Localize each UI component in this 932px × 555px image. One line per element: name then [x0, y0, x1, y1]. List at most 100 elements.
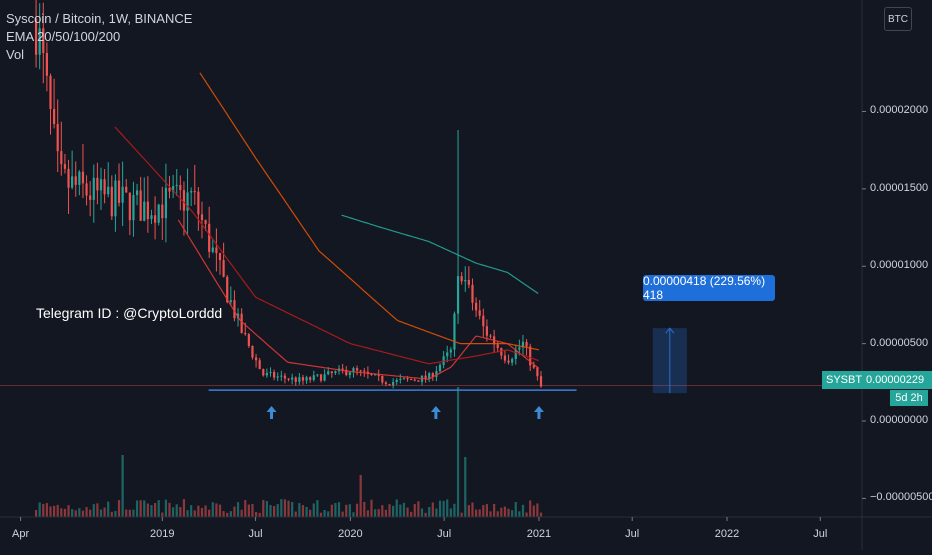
candle-body — [453, 313, 456, 350]
candle-body — [254, 357, 258, 361]
candle-body — [471, 284, 474, 303]
volume-bar — [373, 509, 377, 517]
volume-bar — [428, 507, 431, 517]
candle-body — [521, 341, 525, 348]
candle-body — [392, 382, 395, 386]
legend-symbol[interactable]: Syscoin / Bitcoin, 1W, BINANCE — [6, 11, 193, 26]
legend-ema[interactable]: EMA 20/50/100/200 — [6, 29, 121, 44]
candle-body — [503, 355, 507, 361]
candle-body — [150, 215, 153, 220]
candle-body — [240, 313, 243, 333]
volume-bar — [226, 512, 229, 517]
volume-bar — [222, 511, 225, 517]
y-tick-label: 0.00001500 — [870, 181, 929, 194]
volume-bar — [536, 503, 539, 517]
telegram-annotation: Telegram ID : @CryptoLorddd — [36, 305, 223, 321]
candle-body — [438, 364, 442, 372]
volume-bar — [273, 506, 276, 517]
volume-bar — [453, 503, 456, 517]
volume-bar — [110, 511, 113, 517]
volume-bar — [539, 512, 543, 517]
candle-body — [132, 195, 135, 221]
candle-body — [208, 223, 211, 252]
volume-bar — [240, 509, 243, 517]
candle-body — [388, 384, 391, 386]
volume-bar — [309, 509, 312, 517]
volume-bar — [395, 499, 398, 517]
candle-body — [121, 186, 124, 203]
volume-bar — [471, 502, 474, 517]
candle-body — [222, 260, 225, 277]
volume-bar — [89, 509, 92, 517]
candle-body — [179, 184, 182, 191]
volume-bar — [215, 503, 218, 517]
volume-bar — [352, 512, 355, 517]
currency-button[interactable]: BTC — [884, 7, 912, 31]
candle-body — [435, 371, 438, 377]
candle-body — [345, 369, 348, 375]
volume-bar — [294, 511, 297, 517]
candle-body — [49, 75, 52, 109]
legend-volume[interactable]: Vol — [6, 47, 25, 62]
volume-bar — [247, 504, 250, 517]
volume-bar — [85, 507, 88, 517]
candle-body — [128, 192, 131, 221]
candle-body — [161, 204, 164, 219]
candle-body — [327, 371, 330, 375]
candle-body — [525, 341, 528, 347]
volume-bar — [482, 505, 485, 517]
volume-bar — [186, 510, 189, 517]
volume-bar — [511, 510, 514, 517]
ema-line — [114, 126, 539, 365]
volume-bar — [200, 507, 204, 517]
candle-body — [500, 348, 503, 356]
volume-bar — [45, 503, 48, 517]
candle-body — [56, 123, 59, 152]
volume-bar — [34, 510, 38, 517]
candle-body — [532, 365, 535, 368]
candle-body — [81, 171, 85, 184]
candle-body — [384, 382, 388, 385]
volume-bar — [280, 499, 283, 517]
volume-bar — [190, 505, 193, 517]
candle-body — [143, 201, 146, 221]
candle-body — [298, 377, 301, 382]
volume-bar — [74, 510, 77, 517]
volume-bar — [128, 509, 131, 517]
volume-bar — [99, 509, 103, 517]
candle-body — [464, 279, 467, 282]
volume-bar — [392, 505, 395, 517]
volume-bar — [139, 500, 142, 517]
candle-body — [273, 372, 276, 378]
candle-body — [280, 375, 283, 377]
volume-bar — [460, 512, 463, 517]
volume-bar — [514, 502, 517, 517]
volume-bar — [172, 507, 175, 517]
candle-body — [204, 220, 207, 224]
candle-body — [67, 168, 70, 188]
volume-bar — [355, 503, 359, 517]
candle-body — [60, 151, 63, 165]
volume-bar — [435, 508, 438, 517]
volume-bar — [229, 511, 232, 517]
y-tick-label: 0.00001000 — [870, 259, 929, 272]
candle-body — [78, 171, 81, 185]
candle-body — [309, 377, 312, 380]
volume-bar — [529, 500, 532, 517]
volume-bar — [388, 504, 391, 517]
candle-body — [193, 191, 196, 193]
y-tick-label: 0.00000000 — [870, 414, 929, 427]
volume-bar — [53, 505, 56, 517]
candle-body — [449, 349, 452, 353]
volume-bar — [305, 506, 308, 517]
y-tick-label: 0.00002000 — [870, 104, 929, 117]
volume-bar — [153, 503, 157, 517]
candle-body — [89, 195, 92, 200]
volume-bar — [467, 505, 470, 517]
candle-body — [377, 374, 380, 376]
candle-body — [478, 310, 481, 316]
volume-bar — [92, 504, 95, 517]
volume-bar — [204, 505, 207, 517]
